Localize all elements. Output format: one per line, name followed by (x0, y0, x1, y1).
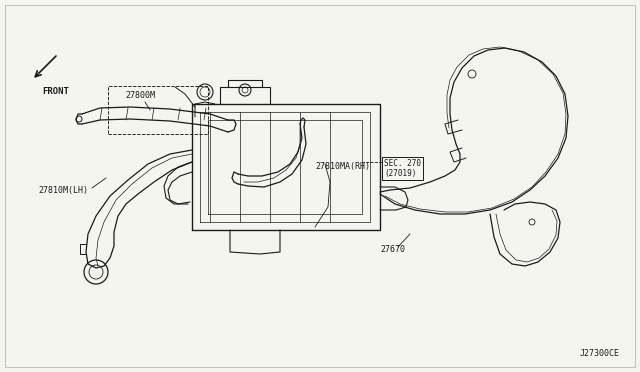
Bar (108, 86, 208, 134)
Text: FRONT: FRONT (42, 87, 69, 96)
Text: 27810M(LH): 27810M(LH) (38, 186, 88, 195)
Text: 27810MA(RH): 27810MA(RH) (315, 162, 370, 171)
Text: 27670: 27670 (380, 245, 405, 254)
Text: J27300CE: J27300CE (580, 349, 620, 358)
Text: 27800M: 27800M (125, 91, 155, 100)
Text: SEC. 270
(27019): SEC. 270 (27019) (384, 159, 421, 179)
